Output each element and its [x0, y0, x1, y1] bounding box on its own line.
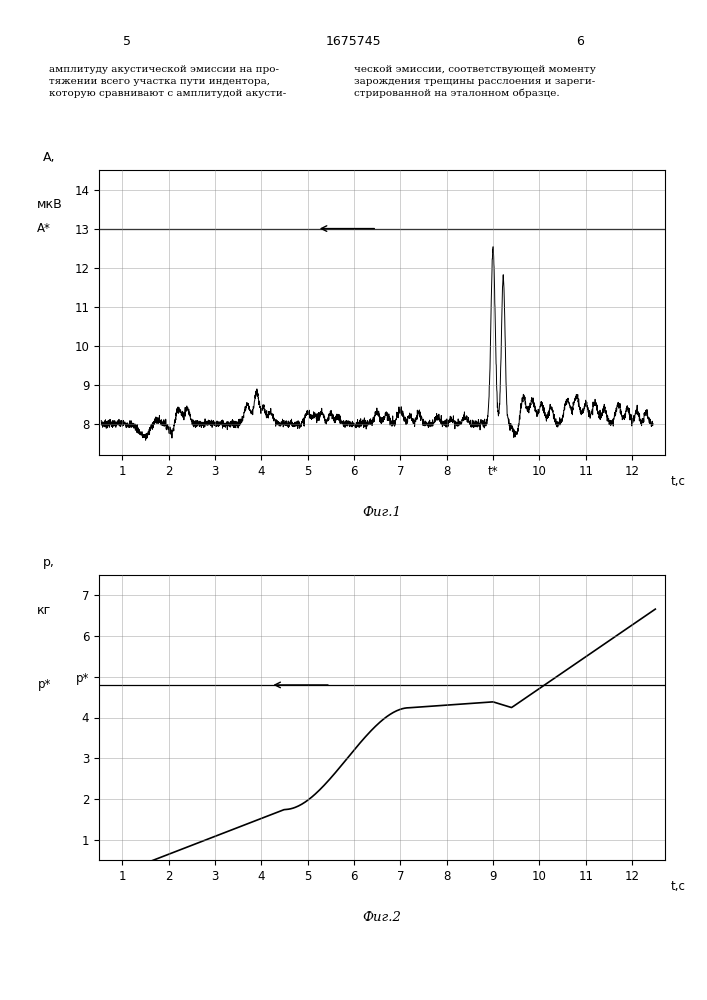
Text: амплитуду акустической эмиссии на про-
тяжении всего участка пути индентора,
кот: амплитуду акустической эмиссии на про- т…	[49, 65, 287, 98]
Text: A*: A*	[37, 222, 51, 235]
Text: мкВ: мкВ	[37, 198, 62, 211]
Text: 5: 5	[123, 35, 132, 48]
Text: 1675745: 1675745	[326, 35, 381, 48]
Text: Фиг.2: Фиг.2	[363, 911, 401, 924]
Text: р,: р,	[42, 556, 54, 569]
Text: ческой эмиссии, соответствующей моменту
зарождения трещины расслоения и зареги-
: ческой эмиссии, соответствующей моменту …	[354, 65, 595, 98]
Text: р*: р*	[37, 678, 51, 691]
Text: t,c: t,c	[670, 880, 685, 893]
Text: t,c: t,c	[670, 475, 685, 488]
Text: 6: 6	[575, 35, 584, 48]
Text: Фиг.1: Фиг.1	[363, 506, 401, 519]
Text: кг: кг	[37, 603, 51, 616]
Text: А,: А,	[42, 151, 55, 164]
